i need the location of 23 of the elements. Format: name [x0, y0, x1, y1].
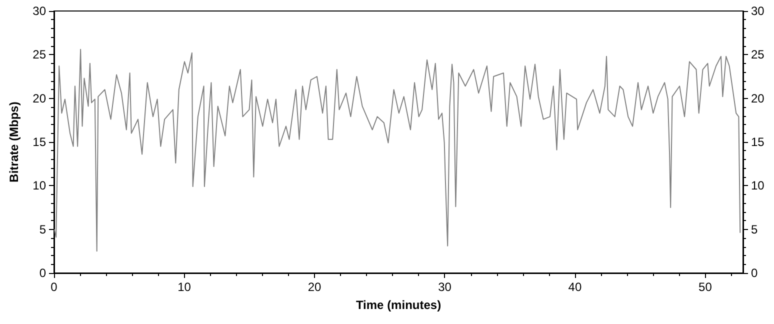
y2-tick-label: 0	[751, 266, 758, 280]
x-tick-label: 40	[568, 280, 582, 294]
x-tick-label: 20	[308, 280, 322, 294]
x-tick-label: 10	[178, 280, 192, 294]
x-axis-title: Time (minutes)	[356, 298, 442, 312]
x-tick-label: 50	[698, 280, 712, 294]
y-tick-label: 30	[32, 4, 46, 18]
x-tick-label: 30	[438, 280, 452, 294]
y2-tick-label: 10	[751, 178, 765, 193]
y-axis-title: Bitrate (Mbps)	[7, 102, 21, 182]
x-tick-label: 0	[50, 280, 58, 294]
line-series	[54, 48, 741, 252]
y2-tick-label: 15	[751, 135, 765, 149]
y-tick-label: 15	[32, 135, 46, 149]
y-tick-label: 20	[32, 91, 46, 106]
y-tick-label: 25	[32, 48, 46, 62]
y-tick-label: 10	[32, 178, 46, 193]
y2-tick-label: 5	[751, 222, 758, 236]
y2-tick-label: 25	[751, 48, 765, 62]
y-tick-label: 5	[39, 222, 46, 236]
y2-tick-label: 20	[751, 91, 765, 106]
y2-tick-label: 30	[751, 4, 765, 18]
y-tick-label: 0	[39, 266, 46, 280]
